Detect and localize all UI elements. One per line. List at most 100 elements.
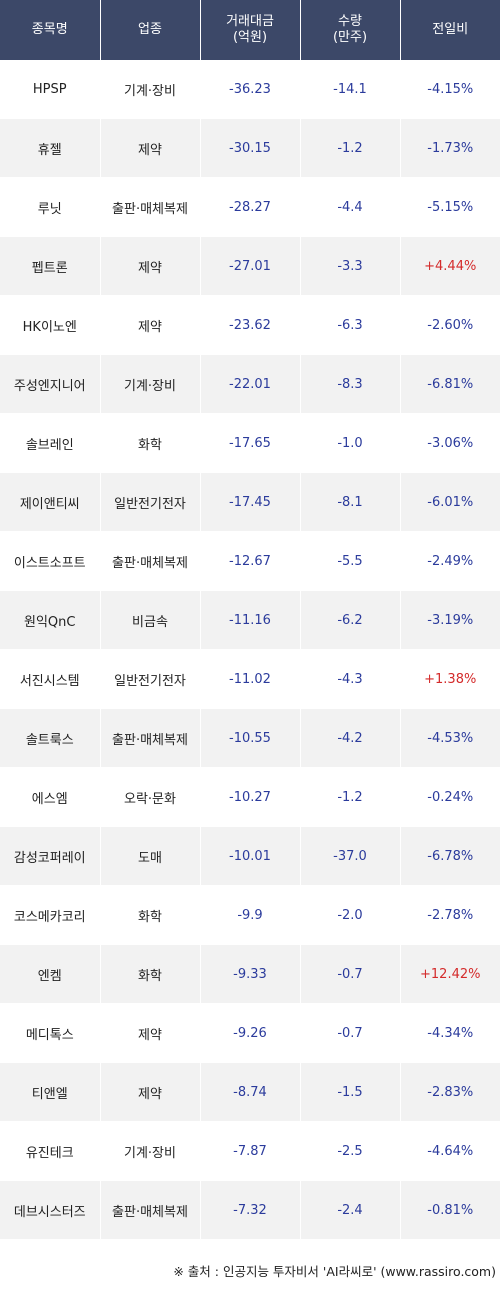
industry-cell: 출판·매체복제 bbox=[100, 1180, 201, 1240]
stock-name-cell: 데브시스터즈 bbox=[0, 1180, 101, 1240]
stock-name-cell: 코스메카코리 bbox=[0, 885, 101, 945]
volume-cell: -8.3 bbox=[300, 354, 401, 414]
trade-amount-cell: -28.27 bbox=[200, 177, 301, 237]
trade-amount-cell: -10.55 bbox=[200, 708, 301, 768]
volume-cell: -1.2 bbox=[300, 118, 401, 178]
volume-cell: -6.2 bbox=[300, 590, 401, 650]
industry-cell: 출판·매체복제 bbox=[100, 708, 201, 768]
stock-name-cell: HPSP bbox=[0, 60, 101, 119]
industry-cell: 출판·매체복제 bbox=[100, 177, 201, 237]
change-cell: -3.06% bbox=[400, 413, 500, 473]
trade-amount-cell: -23.62 bbox=[200, 295, 301, 355]
stock-table-container: 종목명 업종 거래대금 (억원) 수량 (만주) 전일비 HPSP 기계·장비 -3… bbox=[0, 0, 500, 1240]
table-row: 유진테크 기계·장비 -7.87 -2.5 -4.64% bbox=[0, 1121, 500, 1181]
trade-amount-cell: -36.23 bbox=[200, 60, 301, 119]
volume-cell: -5.5 bbox=[300, 531, 401, 591]
trade-amount-cell: -17.45 bbox=[200, 472, 301, 532]
industry-cell: 제약 bbox=[100, 295, 201, 355]
change-cell: -4.64% bbox=[400, 1121, 500, 1181]
stock-name-cell: 솔브레인 bbox=[0, 413, 101, 473]
stock-name-cell: 이스트소프트 bbox=[0, 531, 101, 591]
trade-amount-cell: -9.26 bbox=[200, 1003, 301, 1063]
change-cell: -4.34% bbox=[400, 1003, 500, 1063]
industry-cell: 일반전기전자 bbox=[100, 472, 201, 532]
trade-amount-cell: -17.65 bbox=[200, 413, 301, 473]
table-row: 원익QnC 비금속 -11.16 -6.2 -3.19% bbox=[0, 590, 500, 650]
volume-cell: -8.1 bbox=[300, 472, 401, 532]
trade-amount-cell: -9.9 bbox=[200, 885, 301, 945]
table-row: 에스엠 오락·문화 -10.27 -1.2 -0.24% bbox=[0, 767, 500, 827]
trade-amount-cell: -30.15 bbox=[200, 118, 301, 178]
volume-cell: -1.0 bbox=[300, 413, 401, 473]
table-row: 데브시스터즈 출판·매체복제 -7.32 -2.4 -0.81% bbox=[0, 1180, 500, 1240]
change-cell: -4.15% bbox=[400, 60, 500, 119]
industry-cell: 화학 bbox=[100, 885, 201, 945]
stock-name-cell: 루닛 bbox=[0, 177, 101, 237]
table-row: 메디톡스 제약 -9.26 -0.7 -4.34% bbox=[0, 1003, 500, 1063]
volume-cell: -3.3 bbox=[300, 236, 401, 296]
table-row: 엔켐 화학 -9.33 -0.7 +12.42% bbox=[0, 944, 500, 1004]
header-amount: 거래대금 (억원) bbox=[200, 0, 301, 60]
industry-cell: 화학 bbox=[100, 413, 201, 473]
stock-name-cell: 서진시스템 bbox=[0, 649, 101, 709]
trade-amount-cell: -7.87 bbox=[200, 1121, 301, 1181]
table-row: 서진시스템 일반전기전자 -11.02 -4.3 +1.38% bbox=[0, 649, 500, 709]
stock-name-cell: 펩트론 bbox=[0, 236, 101, 296]
header-volume: 수량 (만주) bbox=[300, 0, 401, 60]
table-row: 이스트소프트 출판·매체복제 -12.67 -5.5 -2.49% bbox=[0, 531, 500, 591]
industry-cell: 제약 bbox=[100, 1062, 201, 1122]
table-row: 제이앤티씨 일반전기전자 -17.45 -8.1 -6.01% bbox=[0, 472, 500, 532]
change-cell: -2.49% bbox=[400, 531, 500, 591]
industry-cell: 기계·장비 bbox=[100, 1121, 201, 1181]
table-row: HK이노엔 제약 -23.62 -6.3 -2.60% bbox=[0, 295, 500, 355]
volume-cell: -4.4 bbox=[300, 177, 401, 237]
volume-cell: -14.1 bbox=[300, 60, 401, 119]
change-cell: +12.42% bbox=[400, 944, 500, 1004]
change-cell: +4.44% bbox=[400, 236, 500, 296]
change-cell: +1.38% bbox=[400, 649, 500, 709]
header-change: 전일비 bbox=[400, 0, 500, 60]
header-amount-line1: 거래대금 bbox=[226, 14, 274, 29]
stock-name-cell: 감성코퍼레이 bbox=[0, 826, 101, 886]
stock-name-cell: 원익QnC bbox=[0, 590, 101, 650]
trade-amount-cell: -12.67 bbox=[200, 531, 301, 591]
volume-cell: -1.5 bbox=[300, 1062, 401, 1122]
change-cell: -2.78% bbox=[400, 885, 500, 945]
volume-cell: -37.0 bbox=[300, 826, 401, 886]
industry-cell: 제약 bbox=[100, 1003, 201, 1063]
volume-cell: -0.7 bbox=[300, 1003, 401, 1063]
stock-name-cell: 유진테크 bbox=[0, 1121, 101, 1181]
trade-amount-cell: -8.74 bbox=[200, 1062, 301, 1122]
volume-cell: -2.5 bbox=[300, 1121, 401, 1181]
change-cell: -5.15% bbox=[400, 177, 500, 237]
change-cell: -0.81% bbox=[400, 1180, 500, 1240]
change-cell: -6.78% bbox=[400, 826, 500, 886]
header-volume-line1: 수량 bbox=[338, 14, 362, 29]
trade-amount-cell: -11.02 bbox=[200, 649, 301, 709]
volume-cell: -0.7 bbox=[300, 944, 401, 1004]
table-row: 루닛 출판·매체복제 -28.27 -4.4 -5.15% bbox=[0, 177, 500, 237]
volume-cell: -6.3 bbox=[300, 295, 401, 355]
header-industry: 업종 bbox=[100, 0, 201, 60]
volume-cell: -2.4 bbox=[300, 1180, 401, 1240]
industry-cell: 제약 bbox=[100, 118, 201, 178]
industry-cell: 비금속 bbox=[100, 590, 201, 650]
stock-name-cell: 휴젤 bbox=[0, 118, 101, 178]
industry-cell: 출판·매체복제 bbox=[100, 531, 201, 591]
industry-cell: 제약 bbox=[100, 236, 201, 296]
header-amount-line2: (억원) bbox=[232, 30, 268, 45]
header-name: 종목명 bbox=[0, 0, 101, 60]
stock-table: 종목명 업종 거래대금 (억원) 수량 (만주) 전일비 HPSP 기계·장비 -3… bbox=[0, 0, 500, 1240]
trade-amount-cell: -27.01 bbox=[200, 236, 301, 296]
table-row: HPSP 기계·장비 -36.23 -14.1 -4.15% bbox=[0, 60, 500, 119]
trade-amount-cell: -9.33 bbox=[200, 944, 301, 1004]
table-row: 티앤엘 제약 -8.74 -1.5 -2.83% bbox=[0, 1062, 500, 1122]
trade-amount-cell: -11.16 bbox=[200, 590, 301, 650]
header-row: 종목명 업종 거래대금 (억원) 수량 (만주) 전일비 bbox=[0, 0, 500, 60]
volume-cell: -4.3 bbox=[300, 649, 401, 709]
industry-cell: 오락·문화 bbox=[100, 767, 201, 827]
table-body: HPSP 기계·장비 -36.23 -14.1 -4.15% 휴젤 제약 -30.15 -1.2… bbox=[0, 60, 500, 1240]
trade-amount-cell: -7.32 bbox=[200, 1180, 301, 1240]
table-header: 종목명 업종 거래대금 (억원) 수량 (만주) 전일비 bbox=[0, 0, 500, 60]
industry-cell: 일반전기전자 bbox=[100, 649, 201, 709]
